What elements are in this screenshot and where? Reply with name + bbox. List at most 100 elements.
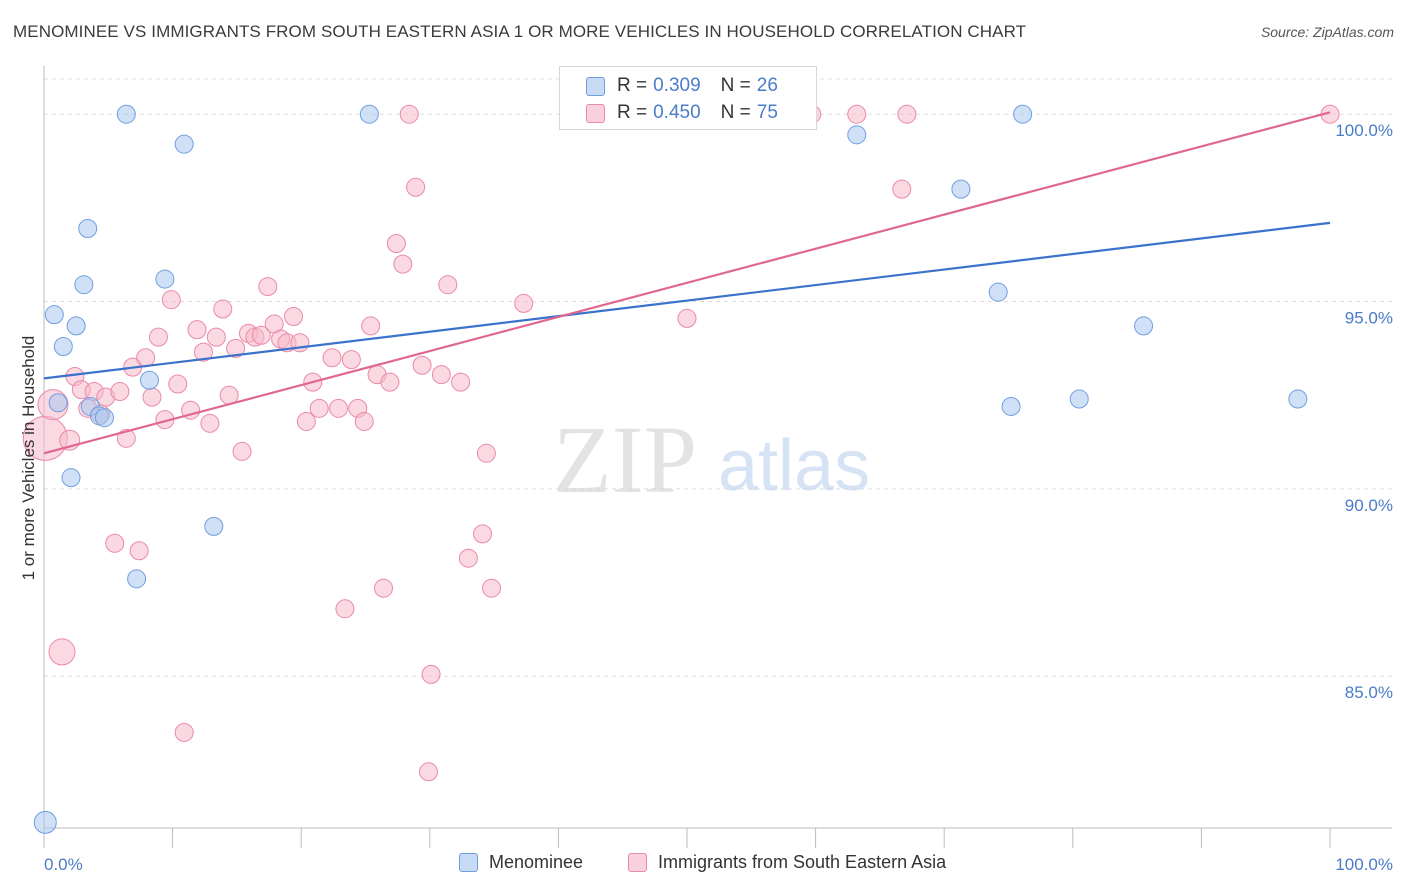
data-point-immigrants xyxy=(322,348,342,368)
data-point-menominee xyxy=(1013,104,1033,124)
legend-r-value: 0.309 xyxy=(653,75,701,96)
legend-row-menominee: R = 0.309 N = 26 xyxy=(586,73,778,99)
data-point-immigrants xyxy=(213,299,233,319)
data-point-menominee xyxy=(66,316,86,336)
data-point-immigrants xyxy=(110,381,130,401)
x-tick-label: 0.0% xyxy=(44,855,83,874)
data-point-immigrants xyxy=(892,179,912,199)
data-point-immigrants xyxy=(476,443,496,463)
data-point-immigrants xyxy=(847,104,867,124)
watermark-zip: ZIP xyxy=(553,406,697,513)
data-point-immigrants xyxy=(419,762,439,782)
legend-item-immigrants: Immigrants from South Eastern Asia xyxy=(628,852,946,873)
data-point-menominee xyxy=(951,179,971,199)
y-tick-label: 90.0% xyxy=(1345,496,1393,515)
data-point-immigrants xyxy=(161,290,181,310)
data-point-immigrants xyxy=(309,398,329,418)
data-point-immigrants xyxy=(258,277,278,297)
data-point-immigrants xyxy=(341,350,361,370)
data-point-immigrants xyxy=(296,411,316,431)
data-point-immigrants xyxy=(226,338,246,358)
data-point-immigrants xyxy=(482,578,502,598)
data-point-immigrants xyxy=(168,374,188,394)
data-point-menominee xyxy=(74,275,94,295)
grid-lines xyxy=(44,78,1392,677)
legend-swatch-blue xyxy=(586,76,605,96)
data-point-immigrants xyxy=(451,372,471,392)
data-point-immigrants xyxy=(421,664,441,684)
x-tick-label: 100.0% xyxy=(1335,855,1393,874)
data-point-menominee xyxy=(53,337,73,357)
correlation-legend: R = 0.309 N = 26 R = 0.450 N = 75 xyxy=(559,66,817,130)
data-point-immigrants xyxy=(335,599,355,619)
trend-lines xyxy=(43,111,1331,455)
trend-line-menominee xyxy=(43,221,1331,380)
data-point-immigrants xyxy=(374,578,394,598)
data-point-immigrants xyxy=(251,325,271,345)
chart-title: MENOMINEE VS IMMIGRANTS FROM SOUTH EASTE… xyxy=(13,22,1027,41)
watermark-atlas: atlas xyxy=(718,426,870,506)
legend-n-label: N = xyxy=(720,75,751,96)
data-point-immigrants xyxy=(473,524,493,544)
data-point-immigrants xyxy=(458,548,478,568)
data-point-menominee xyxy=(139,370,159,390)
series-legend: Menominee Immigrants from South Eastern … xyxy=(0,850,1406,878)
legend-r-value: 0.450 xyxy=(653,102,701,123)
data-point-immigrants xyxy=(129,541,149,561)
data-point-immigrants xyxy=(380,372,400,392)
data-point-menominee xyxy=(44,305,64,325)
data-point-immigrants xyxy=(232,441,252,461)
legend-n-value: 75 xyxy=(756,102,778,123)
legend-swatch-pink xyxy=(586,103,605,123)
source-label: Source: ZipAtlas.com xyxy=(1260,24,1394,40)
data-point-immigrants xyxy=(677,308,697,328)
data-point-immigrants xyxy=(412,355,432,375)
data-point-menominee xyxy=(1069,389,1089,409)
data-point-menominee xyxy=(94,408,114,428)
y-axis-title: 1 or more Vehicles in Household xyxy=(19,336,38,581)
data-point-menominee xyxy=(359,104,379,124)
data-point-menominee xyxy=(1001,396,1021,416)
data-point-immigrants xyxy=(393,254,413,274)
data-point-immigrants xyxy=(431,365,451,385)
data-point-menominee xyxy=(1134,316,1154,336)
legend-r-label: R = xyxy=(617,102,648,123)
data-point-immigrants xyxy=(897,104,917,124)
legend-swatch-pink xyxy=(628,853,647,872)
data-point-immigrants xyxy=(200,413,220,433)
data-point-menominee xyxy=(988,282,1008,302)
data-point-immigrants xyxy=(174,722,194,742)
legend-r-label: R = xyxy=(617,75,648,96)
data-point-menominee xyxy=(61,468,81,488)
data-point-menominee xyxy=(78,218,98,238)
trend-line-immigrants xyxy=(43,111,1331,455)
data-point-menominee xyxy=(1288,389,1308,409)
data-point-immigrants xyxy=(148,327,168,347)
data-point-immigrants xyxy=(187,320,207,340)
data-point-immigrants xyxy=(354,411,374,431)
data-point-immigrants xyxy=(48,638,76,666)
data-point-immigrants xyxy=(514,293,534,313)
legend-n-label: N = xyxy=(720,102,751,123)
data-point-menominee xyxy=(48,393,68,413)
legend-item-menominee: Menominee xyxy=(459,852,583,873)
legend-row-immigrants: R = 0.450 N = 75 xyxy=(586,100,778,126)
legend-label-immigrants: Immigrants from South Eastern Asia xyxy=(658,852,947,872)
data-point-menominee xyxy=(127,569,147,589)
data-point-immigrants xyxy=(361,316,381,336)
data-point-immigrants xyxy=(399,104,419,124)
data-point-immigrants xyxy=(116,428,136,448)
data-point-immigrants xyxy=(406,177,426,197)
data-point-immigrants xyxy=(438,275,458,295)
legend-swatch-blue xyxy=(459,853,478,872)
data-point-immigrants xyxy=(136,348,156,368)
data-point-menominee xyxy=(155,269,175,289)
data-point-immigrants xyxy=(386,233,406,253)
data-point-immigrants xyxy=(193,342,213,362)
data-point-immigrants xyxy=(328,398,348,418)
data-point-menominee xyxy=(204,516,224,536)
data-point-menominee xyxy=(847,125,867,145)
legend-label-menominee: Menominee xyxy=(489,852,584,872)
tick-labels: 85.0% 90.0% 95.0% 100.0% 0.0% 100.0% 1 or more… xyxy=(19,121,1393,874)
